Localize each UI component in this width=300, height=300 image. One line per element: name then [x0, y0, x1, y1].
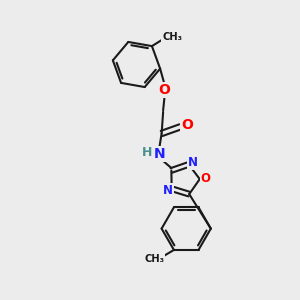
Text: N: N	[188, 156, 198, 170]
Text: O: O	[201, 172, 211, 185]
Text: N: N	[153, 147, 165, 161]
Text: CH₃: CH₃	[162, 32, 182, 42]
Text: N: N	[163, 184, 173, 197]
Text: O: O	[159, 83, 171, 97]
Text: O: O	[181, 118, 193, 132]
Text: CH₃: CH₃	[144, 254, 164, 264]
Text: H: H	[141, 146, 152, 159]
